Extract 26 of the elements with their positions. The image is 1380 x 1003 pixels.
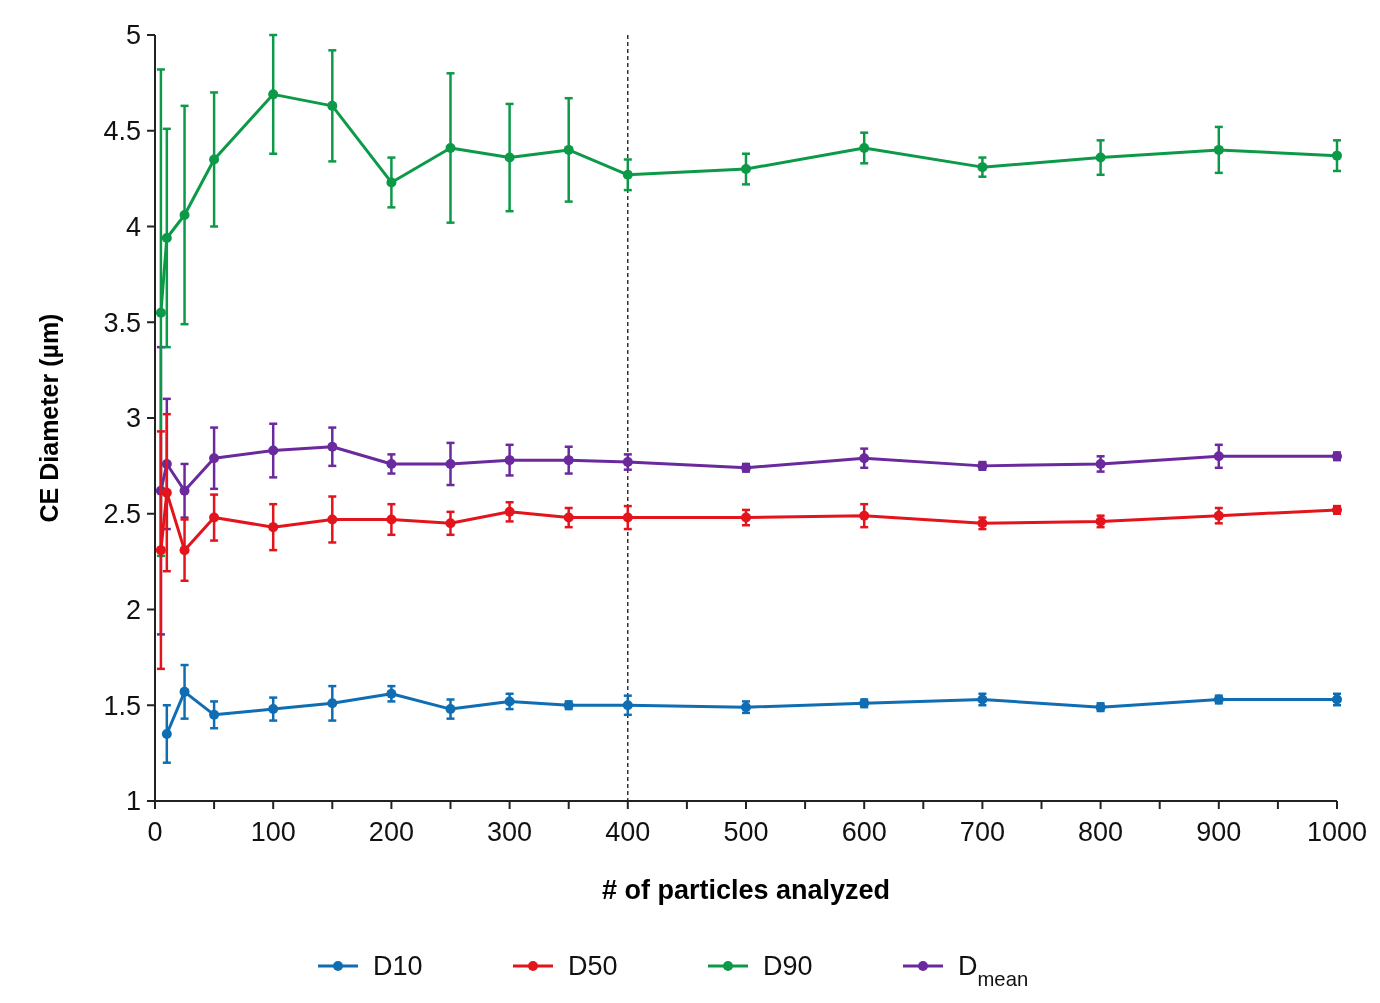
y-tick-label: 3.5 [103,307,141,338]
x-tick-label: 100 [250,817,296,847]
x-axis-title: # of particles analyzed [601,875,891,905]
x-tick-label: 900 [1196,817,1242,847]
x-tick-label: 700 [959,817,1005,847]
x-tick-label: 0 [147,817,163,847]
legend-label: D$_{mean}$ [958,951,1029,991]
y-tick-label: 1 [125,786,141,817]
x-tick-label: 800 [1078,817,1124,847]
x-tick-label: 300 [487,817,533,847]
y-tick-label: 3 [125,403,141,434]
legend-label: D50 [568,951,618,982]
legend-label: D90 [763,951,813,982]
x-tick-label: 500 [723,817,769,847]
x-tick-label: 200 [368,817,414,847]
y-tick-label: 5 [125,20,141,51]
x-tick-label: 400 [605,817,651,847]
y-tick-label: 4.5 [103,116,141,147]
y-tick-label: 4 [125,211,141,242]
x-tick-label: 600 [841,817,887,847]
y-tick-label: 1.5 [103,690,141,721]
x-tick-label: 1000 [1306,817,1368,847]
y-axis-title: CE Diameter (µm) [35,313,63,523]
y-tick-label: 2 [125,594,141,625]
y-tick-label: 2.5 [103,499,141,530]
legend-label: D10 [373,951,423,982]
